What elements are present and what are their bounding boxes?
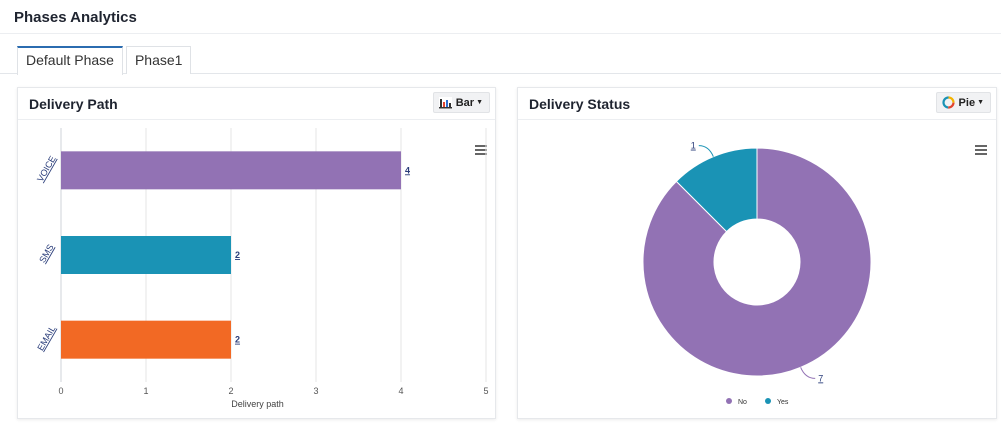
delivery-path-chart: 0 1 2 3 4 5 4 VOICE 2 SMS 2 EMAIL Delivery path xyxy=(35,128,489,409)
tab-default-phase[interactable]: Default Phase xyxy=(17,46,123,75)
x-tick-label: 5 xyxy=(483,386,488,396)
legend-marker[interactable] xyxy=(765,398,771,404)
donut-chart-icon xyxy=(941,96,955,109)
bar-voice[interactable] xyxy=(61,151,401,190)
tabs-divider xyxy=(0,73,1001,74)
chevron-down-icon: ▼ xyxy=(977,99,984,106)
legend-label[interactable]: No xyxy=(738,399,747,406)
legend-label[interactable]: Yes xyxy=(777,399,789,406)
bar-sms[interactable] xyxy=(61,236,231,274)
delivery-status-header: Delivery Status Pie ▼ xyxy=(518,88,996,120)
x-tick-label: 2 xyxy=(228,386,233,396)
bar-chart-type-button[interactable]: Bar ▼ xyxy=(432,92,490,113)
bar-data-label[interactable]: 2 xyxy=(235,250,240,260)
y-category-label[interactable]: EMAIL xyxy=(35,324,57,352)
page-header: Phases Analytics xyxy=(0,0,1001,34)
slice-no[interactable] xyxy=(642,147,872,377)
pie-chart-type-button[interactable]: Pie ▼ xyxy=(935,92,991,113)
delivery-status-panel: Delivery Status Pie ▼ 7 1 No Yes xyxy=(517,87,997,419)
delivery-status-chart: 7 1 No Yes xyxy=(642,141,872,406)
chart-type-label: Pie xyxy=(958,96,976,109)
slice-yes[interactable] xyxy=(675,147,758,233)
delivery-path-panel: Delivery Path Bar ▼ 0 1 2 3 4 5 4 VOICE 2 SMS 2 EMA… xyxy=(17,87,496,419)
bar-data-label[interactable]: 2 xyxy=(235,335,240,345)
hamburger-menu-icon[interactable] xyxy=(475,145,487,155)
x-tick-label: 1 xyxy=(143,386,148,396)
page-title: Phases Analytics xyxy=(14,9,137,26)
connector-line xyxy=(698,145,714,157)
bar-chart-icon xyxy=(438,96,452,109)
x-tick-label: 3 xyxy=(313,386,318,396)
bar-email[interactable] xyxy=(61,320,231,359)
delivery-status-title: Delivery Status xyxy=(529,96,631,112)
delivery-path-title: Delivery Path xyxy=(29,96,118,112)
connector-line xyxy=(800,367,816,379)
slice-data-label[interactable]: 1 xyxy=(691,141,696,151)
y-category-label[interactable]: VOICE xyxy=(35,154,58,183)
chart-type-label: Bar xyxy=(455,96,475,109)
x-tick-label: 0 xyxy=(58,386,63,396)
x-axis-title: Delivery path xyxy=(231,399,284,409)
y-category-label[interactable]: SMS xyxy=(37,243,55,265)
slice-data-label[interactable]: 7 xyxy=(818,373,823,383)
delivery-path-header: Delivery Path Bar ▼ xyxy=(18,88,495,120)
legend-marker[interactable] xyxy=(726,398,732,404)
hamburger-menu-icon[interactable] xyxy=(975,145,987,155)
chevron-down-icon: ▼ xyxy=(476,99,483,106)
phase-tabs: Default Phase Phase1 xyxy=(17,46,194,75)
bar-data-label[interactable]: 4 xyxy=(405,165,410,175)
tab-phase1[interactable]: Phase1 xyxy=(125,46,192,74)
x-tick-label: 4 xyxy=(398,386,403,396)
